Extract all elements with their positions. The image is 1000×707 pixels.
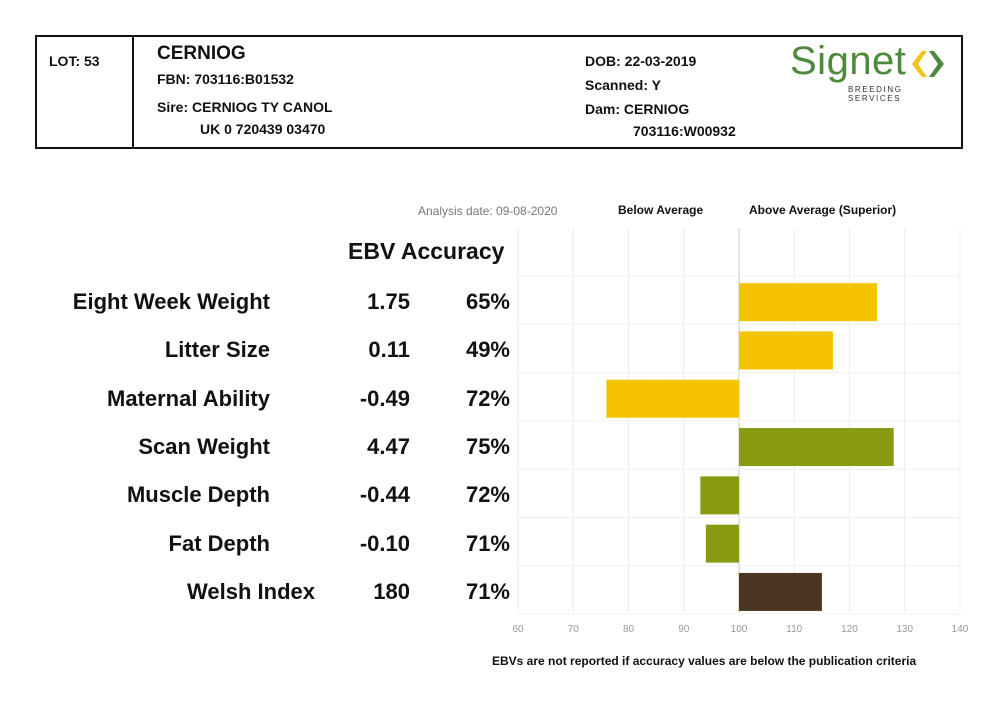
trait-label-maternal-ability: Maternal Ability bbox=[107, 385, 270, 411]
x-tick-label: 60 bbox=[512, 624, 524, 635]
bar-litter-size bbox=[739, 331, 833, 370]
accuracy-value-maternal-ability: 72% bbox=[465, 385, 510, 411]
signet-logo: Signet BREEDING SERVICES bbox=[790, 39, 950, 103]
logo-chevrons-icon bbox=[912, 51, 944, 77]
x-tick-label: 120 bbox=[841, 624, 858, 635]
accuracy-value-fat-depth: 71% bbox=[465, 530, 510, 556]
x-tick-label: 100 bbox=[731, 624, 748, 635]
x-tick-label: 90 bbox=[678, 624, 690, 635]
bar-welsh-index bbox=[739, 572, 822, 611]
ebv-value-litter-size: 0.11 bbox=[368, 337, 410, 363]
x-tick-label: 140 bbox=[952, 624, 969, 635]
bar-maternal-ability bbox=[606, 379, 739, 418]
date-of-birth: DOB: 22-03-2019 bbox=[585, 53, 697, 69]
trait-label-fat-depth: Fat Depth bbox=[168, 530, 270, 556]
trait-label-muscle-depth: Muscle Depth bbox=[126, 482, 270, 508]
accuracy-value-litter-size: 49% bbox=[465, 337, 510, 363]
x-tick-label: 70 bbox=[568, 624, 580, 635]
ebv-value-maternal-ability: -0.49 bbox=[359, 385, 410, 411]
below-average-label: Below Average bbox=[618, 203, 704, 217]
x-tick-label: 130 bbox=[896, 624, 913, 635]
bar-muscle-depth bbox=[700, 476, 739, 515]
accuracy-value-eight-week-weight: 65% bbox=[465, 289, 510, 315]
scanned-status: Scanned: Y bbox=[585, 77, 661, 93]
dam-name: Dam: CERNIOG bbox=[585, 101, 690, 117]
logo-wordmark: Signet bbox=[790, 39, 907, 83]
trait-label-welsh-index: Welsh Index bbox=[187, 578, 315, 604]
ebv-value-welsh-index: 180 bbox=[373, 578, 410, 604]
ebv-value-eight-week-weight: 1.75 bbox=[367, 289, 410, 315]
analysis-date: Analysis date: 09-08-2020 bbox=[418, 204, 558, 218]
lot-number: LOT: 53 bbox=[49, 53, 100, 69]
bar-scan-weight bbox=[739, 428, 894, 467]
trait-label-eight-week-weight: Eight Week Weight bbox=[72, 289, 270, 315]
ebv-value-muscle-depth: -0.44 bbox=[359, 482, 410, 508]
sire-name: Sire: CERNIOG TY CANOL bbox=[157, 99, 333, 115]
accuracy-value-welsh-index: 71% bbox=[465, 578, 510, 604]
above-average-label: Above Average (Superior) bbox=[749, 203, 897, 217]
accuracy-value-scan-weight: 75% bbox=[465, 434, 510, 460]
fbn-number: FBN: 703116:B01532 bbox=[157, 71, 294, 87]
ebv-accuracy-header: EBV Accuracy bbox=[348, 238, 505, 264]
trait-label-scan-weight: Scan Weight bbox=[138, 434, 270, 460]
publication-footnote: EBVs are not reported if accuracy values… bbox=[492, 654, 917, 668]
ebv-value-scan-weight: 4.47 bbox=[367, 434, 410, 460]
animal-name: CERNIOG bbox=[157, 43, 246, 64]
animal-info-header: LOT: 53 CERNIOG FBN: 703116:B01532 Sire:… bbox=[35, 35, 963, 149]
bar-eight-week-weight bbox=[739, 283, 878, 322]
ebv-value-fat-depth: -0.10 bbox=[359, 530, 410, 556]
trait-label-litter-size: Litter Size bbox=[164, 337, 270, 363]
sire-id: UK 0 720439 03470 bbox=[200, 121, 326, 137]
x-tick-label: 110 bbox=[786, 624, 802, 635]
logo-subtitle: BREEDING SERVICES bbox=[848, 85, 903, 103]
dam-id: 703116:W00932 bbox=[633, 123, 736, 139]
header-divider bbox=[132, 37, 134, 147]
x-tick-label: 80 bbox=[623, 624, 635, 635]
accuracy-value-muscle-depth: 72% bbox=[465, 482, 510, 508]
bar-fat-depth bbox=[705, 524, 739, 563]
